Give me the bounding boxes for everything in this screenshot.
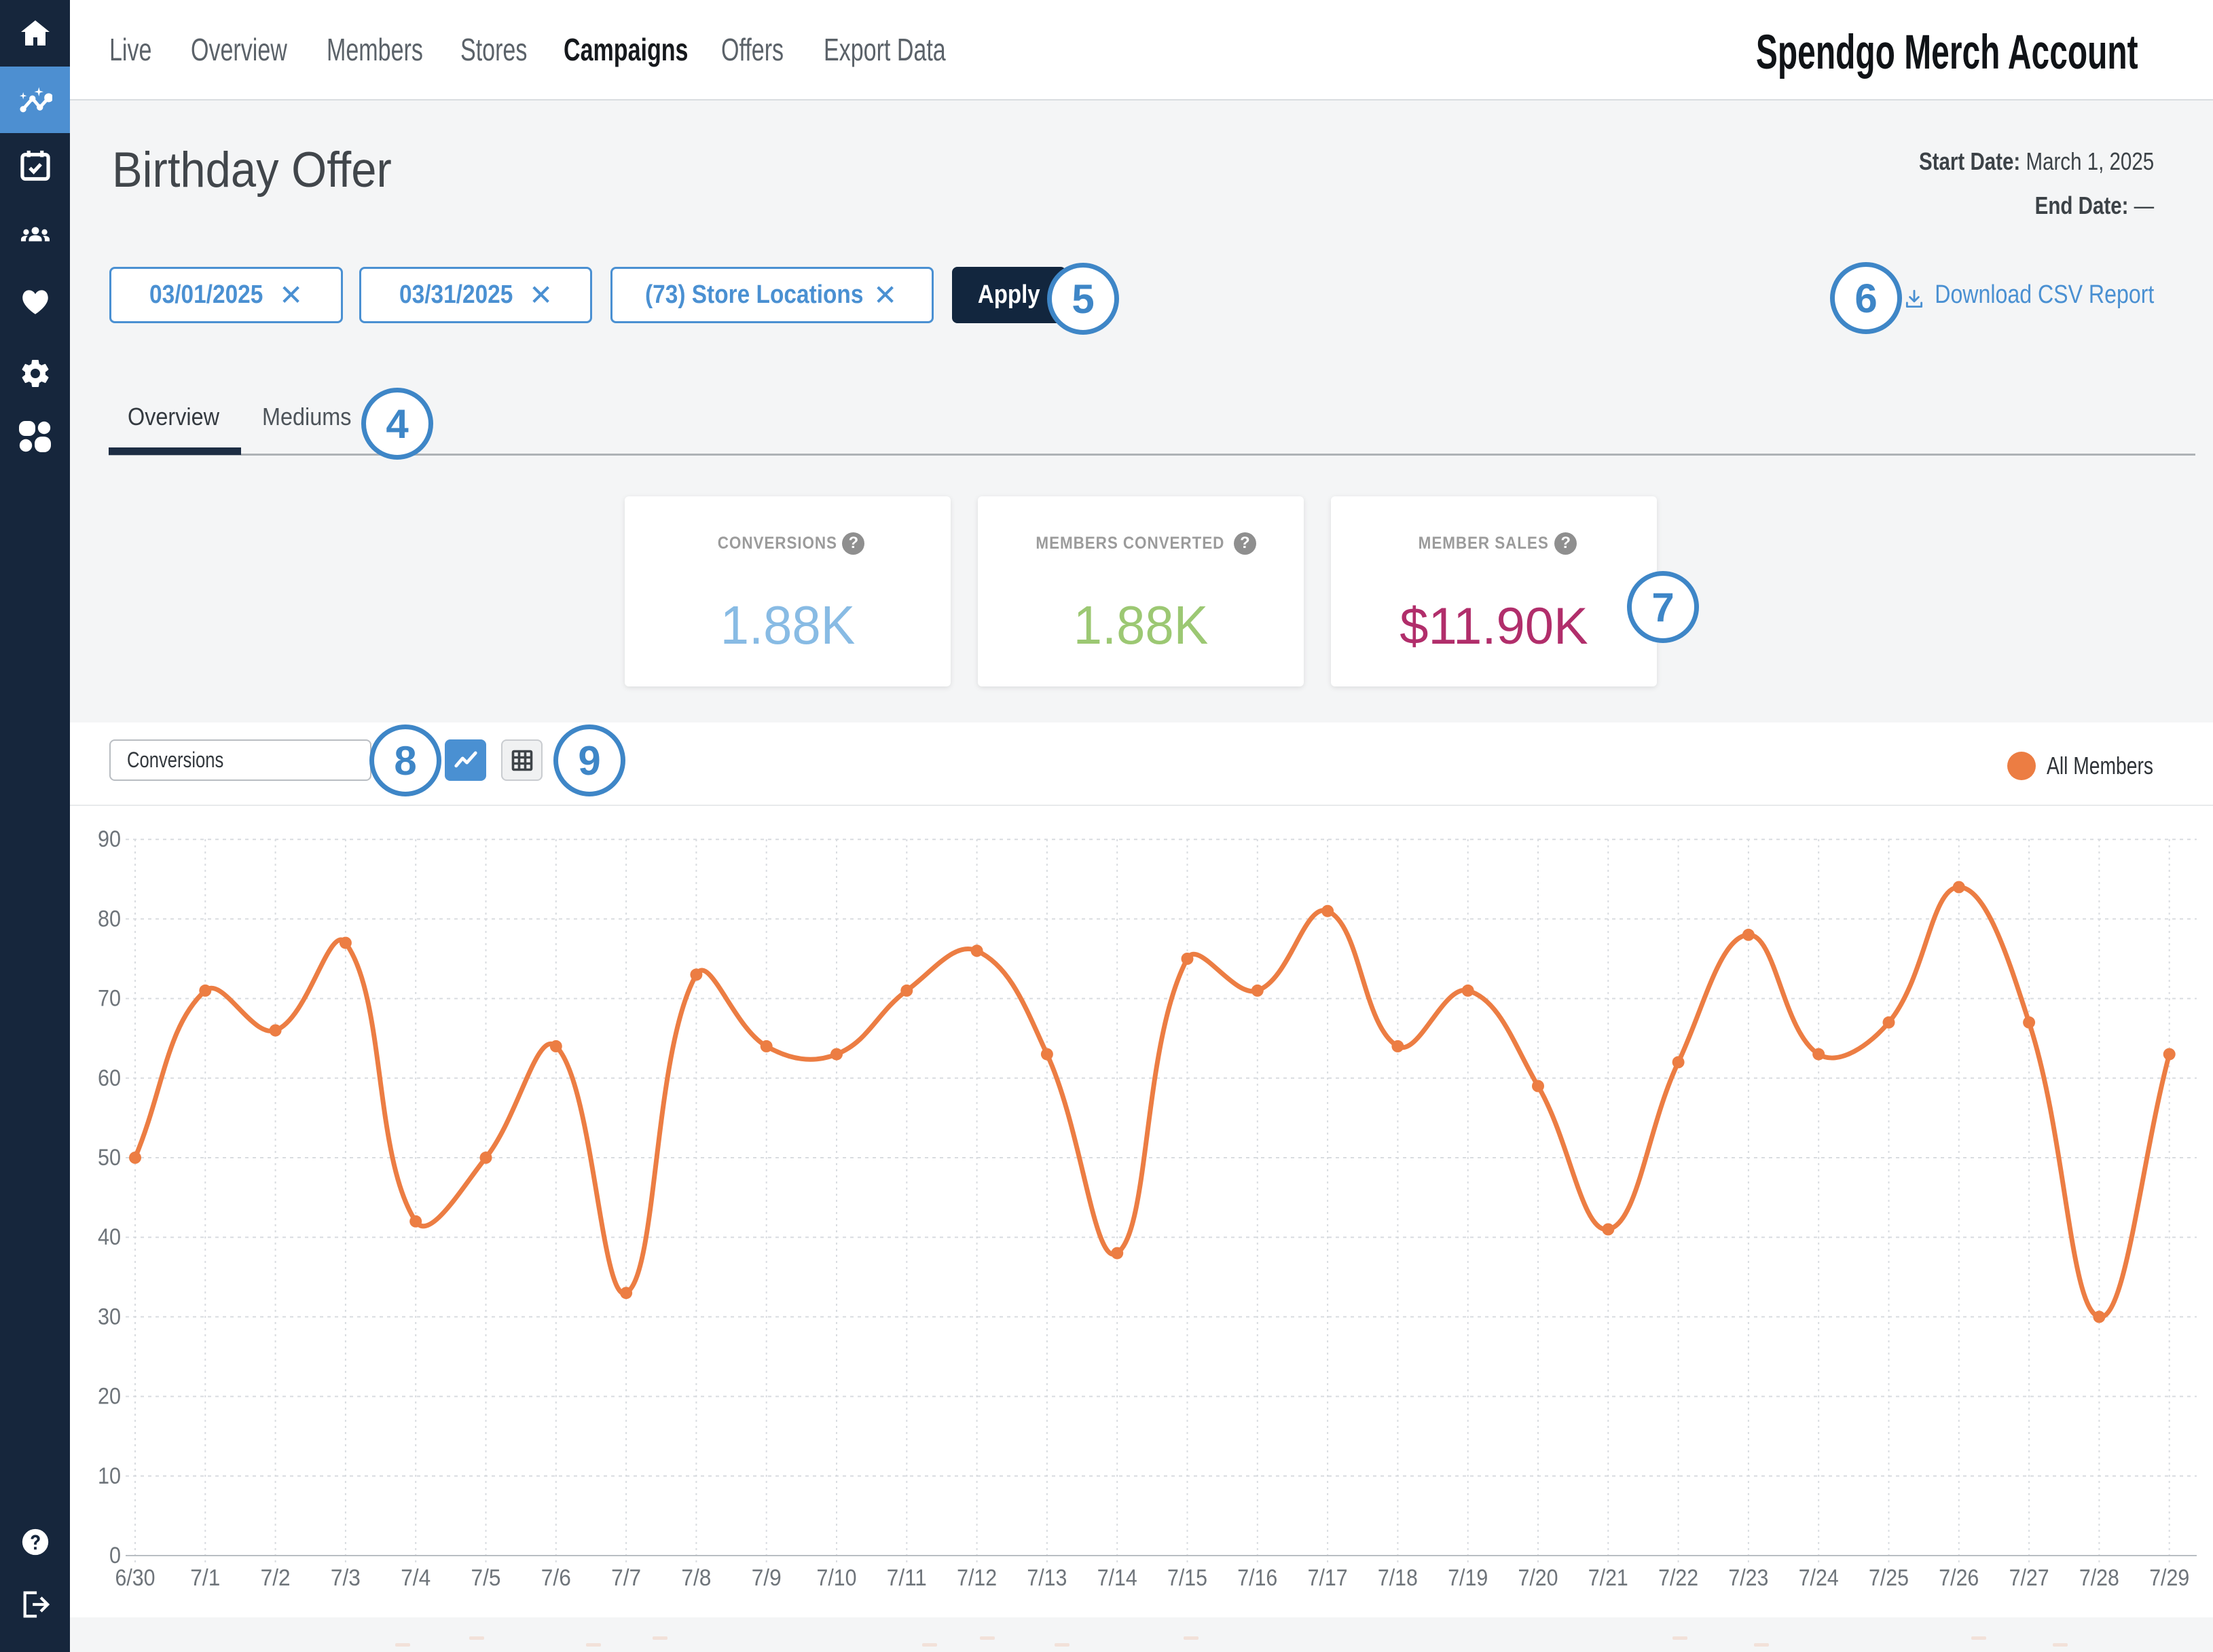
svg-text:7/7: 7/7: [611, 1565, 641, 1591]
svg-text:10: 10: [98, 1463, 121, 1489]
svg-text:30: 30: [98, 1304, 121, 1329]
svg-text:7/3: 7/3: [331, 1565, 361, 1591]
svg-text:7/15: 7/15: [1167, 1565, 1207, 1591]
svg-text:7/12: 7/12: [957, 1565, 997, 1591]
svg-text:0: 0: [109, 1543, 121, 1568]
svg-text:7/20: 7/20: [1518, 1565, 1558, 1591]
svg-text:7/27: 7/27: [2009, 1565, 2049, 1591]
svg-text:7/24: 7/24: [1799, 1565, 1839, 1591]
svg-text:90: 90: [98, 826, 121, 852]
svg-text:7/17: 7/17: [1308, 1565, 1348, 1591]
svg-text:7/1: 7/1: [190, 1565, 220, 1591]
svg-text:7/4: 7/4: [401, 1565, 431, 1591]
svg-text:7/19: 7/19: [1448, 1565, 1488, 1591]
svg-text:7/28: 7/28: [2079, 1565, 2119, 1591]
svg-text:7/10: 7/10: [817, 1565, 857, 1591]
svg-text:80: 80: [98, 906, 121, 932]
svg-text:7/22: 7/22: [1658, 1565, 1698, 1591]
svg-text:50: 50: [98, 1145, 121, 1171]
svg-text:7/26: 7/26: [1939, 1565, 1979, 1591]
svg-text:7/18: 7/18: [1378, 1565, 1418, 1591]
svg-text:6/30: 6/30: [115, 1565, 156, 1591]
svg-text:7/16: 7/16: [1237, 1565, 1277, 1591]
svg-text:40: 40: [98, 1224, 121, 1250]
svg-text:70: 70: [98, 986, 121, 1012]
svg-text:7/23: 7/23: [1728, 1565, 1768, 1591]
svg-text:7/6: 7/6: [541, 1565, 571, 1591]
svg-text:7/25: 7/25: [1869, 1565, 1909, 1591]
svg-text:20: 20: [98, 1384, 121, 1410]
svg-text:7/11: 7/11: [887, 1565, 927, 1591]
svg-text:60: 60: [98, 1065, 121, 1091]
svg-text:7/2: 7/2: [261, 1565, 291, 1591]
svg-text:7/9: 7/9: [752, 1565, 782, 1591]
svg-text:7/5: 7/5: [471, 1565, 501, 1591]
svg-text:7/21: 7/21: [1588, 1565, 1628, 1591]
svg-text:7/13: 7/13: [1027, 1565, 1067, 1591]
svg-text:7/14: 7/14: [1097, 1565, 1137, 1591]
svg-text:7/8: 7/8: [681, 1565, 711, 1591]
svg-text:7/29: 7/29: [2149, 1565, 2189, 1591]
